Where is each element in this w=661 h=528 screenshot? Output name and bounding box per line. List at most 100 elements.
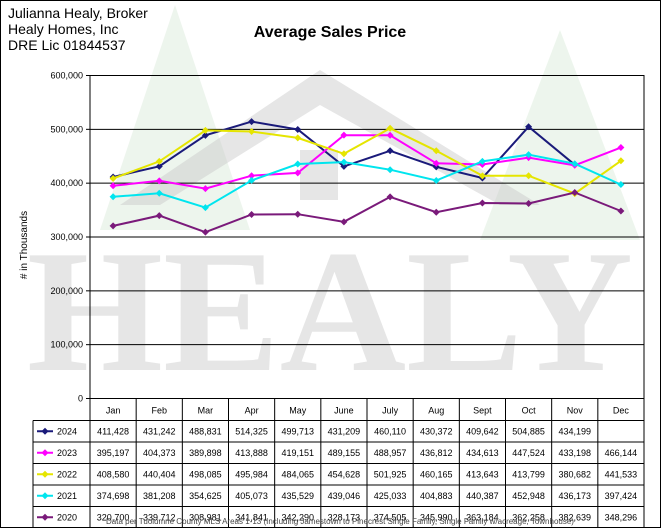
data-point-2021 <box>571 160 579 168</box>
data-label-2020: 308,981 <box>189 512 222 522</box>
data-label-2024: 434,199 <box>558 426 591 436</box>
data-point-2021 <box>432 177 440 185</box>
x-tick-label: July <box>382 406 399 416</box>
data-label-2024: 431,209 <box>328 426 361 436</box>
data-label-2022: 440,404 <box>143 469 176 479</box>
data-label-2024: 514,325 <box>235 426 268 436</box>
data-label-2022: 501,925 <box>374 469 407 479</box>
data-point-2023 <box>155 177 163 185</box>
data-label-2022: 441,533 <box>605 469 638 479</box>
x-tick-label: Feb <box>151 406 167 416</box>
data-point-2022 <box>478 172 486 180</box>
legend-marker-2024 <box>41 427 49 435</box>
data-label-2020: 320,700 <box>97 512 130 522</box>
series-line-2021 <box>113 153 622 209</box>
data-label-2022: 380,682 <box>558 469 591 479</box>
y-tick-label: 400,000 <box>50 178 83 188</box>
data-point-2020 <box>432 208 440 216</box>
data-label-2021: 425,033 <box>374 491 407 501</box>
data-label-2022: 413,643 <box>466 469 499 479</box>
data-point-2021 <box>386 166 394 174</box>
broker-name: Julianna Healy, Broker <box>8 5 148 21</box>
data-label-2023: 434,613 <box>466 448 499 458</box>
watermark-tree-left <box>100 5 250 230</box>
data-label-2020: 339,712 <box>143 512 176 522</box>
data-label-2022: 484,065 <box>281 469 314 479</box>
data-point-2022 <box>386 124 394 132</box>
data-point-2020 <box>617 207 625 215</box>
data-point-2024 <box>525 123 533 131</box>
data-point-2023 <box>340 131 348 139</box>
legend-marker-2022 <box>41 470 49 478</box>
data-point-2020 <box>248 210 256 218</box>
data-label-2020: 382,639 <box>558 512 591 522</box>
data-point-2020 <box>525 199 533 207</box>
data-label-2022: 495,984 <box>235 469 268 479</box>
data-label-2024: 504,885 <box>512 426 545 436</box>
watermark-tree-right <box>480 30 640 240</box>
data-label-2022: 498,085 <box>189 469 222 479</box>
data-point-2021 <box>155 189 163 197</box>
series-line-2020 <box>112 191 622 234</box>
data-label-2021: 381,208 <box>143 491 176 501</box>
data-label-2024: 499,713 <box>281 426 314 436</box>
x-tick-label: Nov <box>567 406 584 416</box>
data-label-2024: 488,831 <box>189 426 222 436</box>
x-tick-label: Aug <box>428 406 444 416</box>
y-tick-label: 200,000 <box>50 286 83 296</box>
y-tick-label: 600,000 <box>50 71 83 81</box>
data-label-2020: 341,841 <box>235 512 268 522</box>
data-point-2022 <box>109 175 117 183</box>
data-point-2023 <box>294 169 302 177</box>
data-label-2021: 405,073 <box>235 491 268 501</box>
data-label-2023: 489,155 <box>328 448 361 458</box>
data-point-2020 <box>155 212 163 220</box>
series-line-2022 <box>112 127 622 195</box>
data-label-2021: 374,698 <box>97 491 130 501</box>
series-line-2023 <box>112 134 622 190</box>
data-point-2022 <box>294 134 302 142</box>
data-point-2020 <box>478 199 486 207</box>
chart-title: Average Sales Price <box>254 24 407 41</box>
data-label-2022: 408,580 <box>97 469 130 479</box>
data-point-2022 <box>432 147 440 155</box>
data-point-2023 <box>617 144 625 152</box>
data-table: Jan Feb Mar Apr May June July Aug Sept Oct Nov Dec 2… <box>32 398 645 528</box>
data-label-2022: 454,628 <box>328 469 361 479</box>
data-label-2023: 433,198 <box>558 448 591 458</box>
data-point-2021 <box>478 157 486 165</box>
legend-entry-2024: 2024 <box>57 426 77 436</box>
data-point-2024 <box>294 125 302 133</box>
license-number: DRE Lic 01844537 <box>8 37 126 53</box>
y-tick-label: 300,000 <box>50 232 83 242</box>
data-point-2022 <box>248 127 256 135</box>
data-point-2021 <box>617 181 625 189</box>
data-point-2022 <box>617 157 625 165</box>
data-label-2023: 404,373 <box>143 448 176 458</box>
data-label-2023: 466,144 <box>605 448 638 458</box>
legend-entry-2020: 2020 <box>57 512 77 522</box>
data-label-2024: 460,110 <box>374 426 406 436</box>
legend-marker-2021 <box>41 492 49 500</box>
data-label-2022: 413,799 <box>512 469 545 479</box>
y-tick-label: 0 <box>78 394 83 404</box>
x-tick-label: Apr <box>245 406 259 416</box>
series-lines <box>109 118 625 236</box>
data-label-2020: 362,258 <box>512 512 545 522</box>
data-label-2023: 488,957 <box>374 448 407 458</box>
data-label-2021: 439,046 <box>328 491 361 501</box>
data-label-2021: 354,625 <box>189 491 222 501</box>
legend-marker-2023 <box>41 449 49 457</box>
data-label-2020: 348,296 <box>605 512 638 522</box>
data-label-2020: 342,290 <box>281 512 314 522</box>
data-point-2023 <box>386 131 394 139</box>
data-label-2020: 363,184 <box>466 512 499 522</box>
legend-marker-2020 <box>41 513 49 521</box>
data-point-2021 <box>109 193 117 201</box>
data-point-2024 <box>155 162 163 170</box>
gridlines <box>90 128 644 346</box>
data-label-2023: 419,151 <box>281 448 314 458</box>
x-tick-label: June <box>334 406 354 416</box>
y-tick-label: 500,000 <box>50 124 83 134</box>
